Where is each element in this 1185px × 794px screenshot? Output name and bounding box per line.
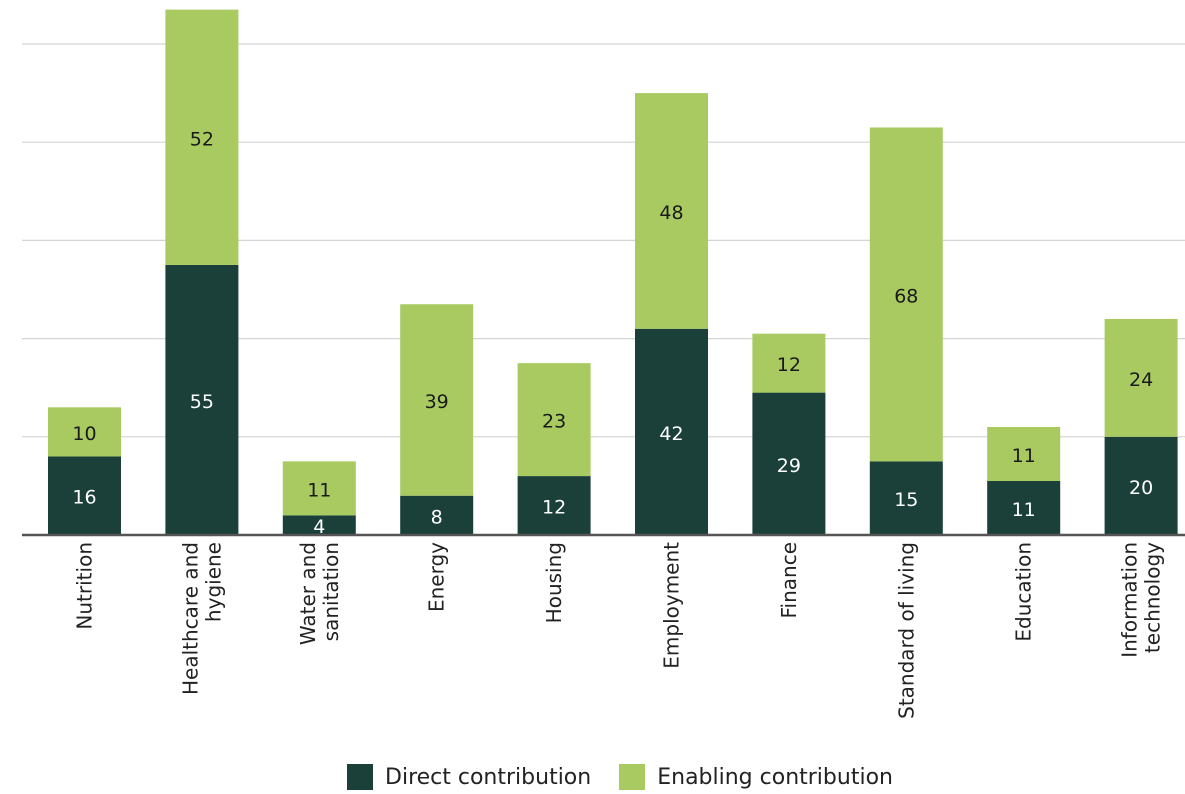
category-label: Nutrition <box>73 542 97 630</box>
category-label-line: Nutrition <box>73 542 97 630</box>
bars <box>48 9 1178 535</box>
bar-segment-direct <box>165 264 239 535</box>
category-label: Healthcare andhygiene <box>178 542 225 695</box>
category-label: Water andsanitation <box>296 542 343 645</box>
data-label-enabling: 68 <box>894 285 918 307</box>
bar-segment-enabling <box>517 363 591 477</box>
category-label-line: hygiene <box>201 542 225 622</box>
bar-segment-enabling <box>752 333 826 393</box>
category-label-line: Finance <box>777 542 801 619</box>
data-label-enabling: 48 <box>659 202 683 224</box>
category-label-line: Standard of living <box>894 542 918 719</box>
data-label-enabling: 39 <box>425 391 449 413</box>
category-label-line: Education <box>1012 542 1036 642</box>
data-label-direct: 11 <box>1012 499 1036 521</box>
bar-segment-enabling <box>282 461 356 516</box>
data-label-enabling: 12 <box>777 354 801 376</box>
bar-segment-enabling <box>48 407 121 457</box>
data-label-direct: 42 <box>659 423 683 445</box>
data-label-direct: 12 <box>542 497 566 519</box>
category-label-line: technology <box>1141 542 1165 653</box>
data-label-enabling: 11 <box>1012 445 1036 467</box>
chart-canvas: 16 10 55 52 4 11 8 39 12 23 42 48 29 12 15 68 11 11 20 24 N… <box>22 9 1185 719</box>
data-label-enabling: 11 <box>307 479 331 501</box>
data-label-direct: 55 <box>190 391 214 413</box>
category-label: Education <box>1012 542 1036 642</box>
data-label-enabling: 52 <box>190 128 214 150</box>
data-label-direct: 8 <box>431 506 443 528</box>
bar-segment-enabling <box>1104 318 1178 437</box>
bar-segment-direct <box>400 495 474 535</box>
legend-label-enabling: Enabling contribution <box>657 764 893 790</box>
bar-segment-direct <box>635 328 708 535</box>
category-label: Informationtechnology <box>1118 542 1165 658</box>
legend-swatch-enabling <box>619 764 646 790</box>
legend: Direct contribution Enabling contributio… <box>0 764 1185 790</box>
data-label-enabling: 10 <box>72 423 96 445</box>
legend-item-direct: Direct contribution <box>347 764 591 790</box>
bar-segment-direct <box>48 456 121 535</box>
bar-segment-enabling <box>987 426 1061 481</box>
category-label: Energy <box>425 542 449 612</box>
category-label-line: Energy <box>425 542 449 612</box>
data-label-direct: 4 <box>313 516 325 538</box>
bar-segment-enabling <box>635 93 708 329</box>
data-labels: 16 10 55 52 4 11 8 39 12 23 42 48 29 12 15 68 11 11 20 24 <box>72 128 1153 538</box>
category-label-line: Employment <box>660 542 684 669</box>
category-label-line: Healthcare and <box>178 542 202 695</box>
bar-segment-direct <box>282 515 356 535</box>
legend-label-direct: Direct contribution <box>385 764 592 790</box>
data-label-direct: 16 <box>72 487 96 509</box>
data-label-enabling: 24 <box>1129 369 1153 391</box>
category-label-line: Information <box>1118 542 1142 658</box>
category-label: Employment <box>660 542 684 669</box>
bar-segment-enabling <box>165 9 239 265</box>
category-label: Standard of living <box>894 542 918 719</box>
bar-segment-direct <box>987 480 1061 535</box>
legend-item-enabling: Enabling contribution <box>619 764 893 790</box>
bar-segment-direct <box>1104 436 1178 535</box>
category-label-line: sanitation <box>319 542 343 641</box>
data-label-direct: 20 <box>1129 477 1153 499</box>
category-labels: Nutrition Healthcare andhygiene Water ands… <box>73 542 1165 719</box>
bar-segment-direct <box>517 476 591 535</box>
bar-segment-enabling <box>869 127 943 462</box>
bar-segment-direct <box>869 461 943 535</box>
data-label-enabling: 23 <box>542 411 566 433</box>
category-label-line: Housing <box>542 542 566 623</box>
category-label: Finance <box>777 542 801 619</box>
data-label-direct: 15 <box>894 489 918 511</box>
bar-segment-enabling <box>400 304 474 496</box>
category-label-line: Water and <box>296 542 320 645</box>
category-label: Housing <box>542 542 566 623</box>
data-label-direct: 29 <box>777 455 801 477</box>
bar-segment-direct <box>752 392 826 535</box>
legend-swatch-direct <box>347 764 374 790</box>
